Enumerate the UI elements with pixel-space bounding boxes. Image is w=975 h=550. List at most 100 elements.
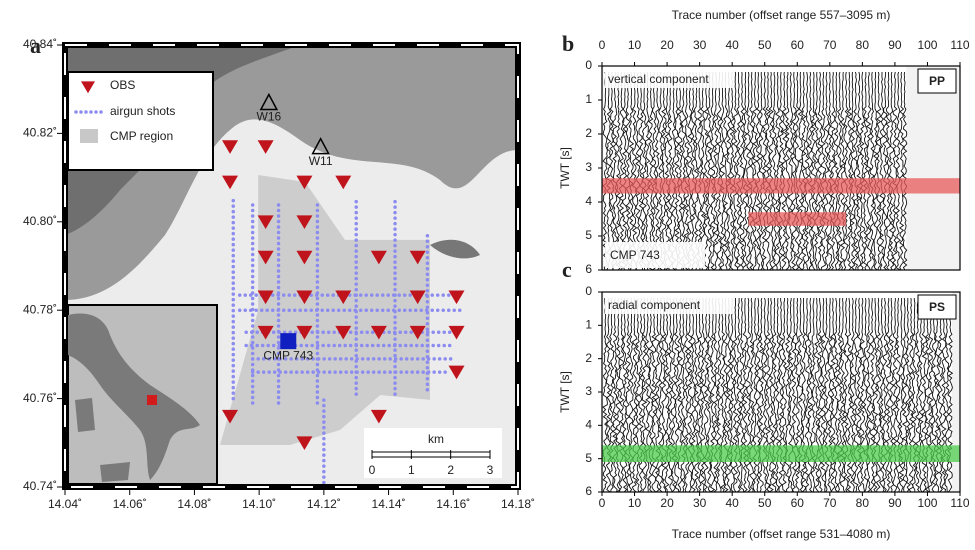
legend-label: CMP region [110, 129, 173, 143]
station-label: W11 [309, 154, 333, 168]
x-tick-label: 110 [950, 38, 969, 52]
trace-wiggle [621, 72, 628, 271]
obs-marker [335, 325, 352, 340]
seismic-panel: 0 10 20 30 40 50 60 70 80 90 100 110 0 1 2 3 4 5 6 Trace nu… [558, 8, 970, 276]
obs-marker [370, 325, 387, 340]
obs-marker [335, 175, 352, 190]
trace-wiggle [602, 71, 608, 271]
x-tick-label: 60 [791, 38, 805, 52]
obs-marker [222, 409, 239, 424]
obs-marker [296, 290, 313, 305]
trace-wiggle [612, 71, 618, 271]
wave-label: PP [929, 74, 945, 88]
trace-wiggle [849, 71, 856, 271]
trace-wiggle [634, 71, 641, 271]
trace-wiggle [791, 71, 797, 271]
x-tick-label: 40 [726, 38, 740, 52]
x-tick-label: 10 [628, 496, 642, 510]
x-tick-label: 14.14˚ [372, 497, 406, 511]
y-tick-label: 1 [585, 92, 592, 106]
obs-marker [448, 290, 465, 305]
trace-wiggle [748, 71, 755, 271]
trace-wiggle [661, 71, 667, 271]
cmp-region [219, 174, 430, 446]
scalebar-label: km [428, 432, 444, 446]
y-tick-label: 5 [585, 228, 592, 242]
x-tick-label: 14.08˚ [177, 497, 211, 511]
x-tick-label: 50 [758, 38, 772, 52]
trace-wiggle [879, 72, 885, 271]
highlight-band [748, 212, 847, 226]
trace-wiggle [807, 71, 814, 271]
y-tick-label: 0 [585, 284, 592, 298]
obs-marker [222, 175, 239, 190]
trace-wiggle [882, 72, 888, 271]
x-tick-label: 14.12˚ [307, 497, 341, 511]
highlight-band [602, 445, 960, 462]
y-tick-label: 40.84˚ [23, 37, 57, 51]
trace-wiggle [859, 71, 865, 271]
x-tick-label: 30 [693, 38, 707, 52]
y-tick-label: 0 [585, 58, 592, 72]
trace-wiggle [648, 71, 654, 271]
obs-marker [296, 215, 313, 229]
trace-wiggle [703, 71, 710, 271]
seismic-panel: 0 10 20 30 40 50 60 70 80 90 100 110 0 1 2 3 4 5 6 Trace nu… [558, 284, 970, 541]
trace-wiggle [833, 71, 840, 271]
trace-wiggle [839, 71, 846, 271]
trace-wiggle [735, 71, 742, 271]
trace-wiggle [823, 71, 830, 271]
scalebar-tick-label: 1 [408, 463, 415, 477]
map-frame-ticks [64, 44, 519, 488]
trace-wiggle [673, 71, 680, 271]
trace-wiggle [885, 71, 892, 271]
trace-wiggle [706, 71, 713, 271]
scalebar-tick-label: 2 [447, 463, 454, 477]
trace-wiggle [846, 71, 853, 271]
station-marker [311, 137, 330, 155]
trace-wiggle [813, 71, 820, 271]
obs-marker [448, 365, 465, 380]
trace-wiggle [677, 71, 683, 271]
component-bg [605, 296, 733, 314]
x-axis-label: Trace number (offset range 531–4080 m) [672, 527, 891, 541]
trace-wiggle [902, 71, 908, 271]
trace-wiggle [875, 71, 882, 271]
trace-wiggle [836, 71, 843, 271]
trace-wiggle [644, 72, 651, 271]
y-tick-label: 1 [585, 318, 592, 332]
x-tick-label: 30 [693, 496, 707, 510]
trace-wiggle [853, 71, 859, 270]
trace-wiggle [895, 71, 901, 271]
obs-marker [257, 250, 274, 265]
highlight-band [602, 178, 960, 194]
trace-wiggle [700, 71, 706, 271]
trace-wiggle [618, 71, 625, 271]
trace-wiggle [892, 71, 898, 271]
obs-marker [257, 215, 274, 229]
x-tick-label: 14.10˚ [242, 497, 276, 511]
trace-wiggle [843, 71, 849, 271]
panel-label: b [562, 31, 574, 56]
trace-wiggle [817, 71, 824, 271]
trace-wiggle [801, 72, 807, 271]
x-tick-label: 100 [917, 38, 937, 52]
trace-wiggle [709, 71, 716, 271]
trace-wiggle [765, 71, 771, 271]
station-label: W16 [257, 110, 282, 124]
x-tick-label: 90 [888, 496, 902, 510]
wave-box [917, 68, 957, 94]
x-tick-label: 14.18˚ [501, 497, 535, 511]
trace-wiggle [628, 71, 635, 271]
x-tick-label: 70 [823, 496, 837, 510]
trace-wiggle [862, 71, 869, 271]
trace-wiggle [761, 71, 768, 271]
trace-wiggle [794, 71, 800, 271]
obs-marker [257, 140, 274, 154]
obs-marker [296, 175, 313, 190]
obs-marker [335, 290, 352, 305]
y-axis-label: TWT [s] [558, 371, 572, 413]
trace-wiggle [683, 71, 690, 271]
x-tick-label: 0 [599, 38, 606, 52]
y-tick-label: 2 [585, 126, 592, 140]
